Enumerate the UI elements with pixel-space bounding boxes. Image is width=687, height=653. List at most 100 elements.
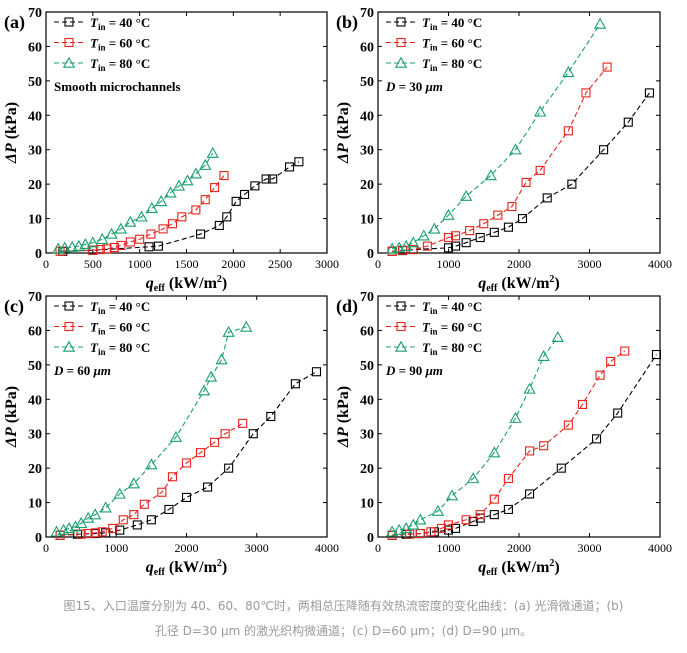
panel-label: (d)	[336, 296, 358, 317]
data-point	[489, 227, 499, 237]
data-point	[164, 186, 177, 198]
data-point	[50, 525, 63, 537]
data-point	[99, 501, 112, 513]
legend-marker	[396, 321, 406, 332]
data-point	[562, 65, 575, 77]
data-point	[250, 181, 260, 191]
data-point	[428, 222, 441, 234]
data-point	[385, 525, 399, 537]
legend-marker	[64, 17, 74, 27]
x-tick-label: 4000	[315, 541, 339, 555]
data-point	[189, 167, 203, 179]
y-axis-label: ΔP (kPa)	[335, 386, 352, 448]
series-line	[392, 350, 626, 536]
data-point	[90, 528, 100, 538]
data-point	[69, 520, 82, 532]
data-point	[145, 458, 158, 470]
y-tick-label: 60	[28, 40, 42, 55]
data-point	[535, 165, 545, 175]
data-point	[97, 527, 107, 537]
data-point	[414, 513, 427, 525]
y-tick-label: 70	[28, 290, 42, 305]
legend-label: Tin = 80 °C	[422, 340, 482, 357]
data-point	[595, 370, 605, 380]
data-point	[284, 162, 295, 172]
x-axis-label: qeff (kW/m2)	[146, 274, 227, 294]
chart-panel-d: 0 10 20 30 40 50 60 70 0 1000 2000 3000 4000 ΔP (kPa)…	[335, 290, 672, 578]
data-point	[118, 515, 128, 525]
data-point	[191, 205, 201, 215]
data-point	[158, 224, 168, 234]
x-tick-label: 3000	[245, 541, 269, 555]
x-tick-label: 0	[375, 257, 381, 271]
chart-panel-b: 0 10 20 30 40 50 60 70 0 1000 2000 3000 4000 ΔP (kPa)…	[335, 6, 672, 294]
x-tick-label: 3000	[578, 257, 602, 271]
data-point	[145, 201, 158, 213]
data-point	[503, 473, 513, 484]
y-tick-label: 60	[360, 324, 374, 339]
x-tick-label: 3000	[315, 257, 339, 271]
data-point	[113, 487, 126, 499]
y-tick-label: 50	[28, 75, 42, 90]
y-tick-label: 10	[28, 497, 42, 512]
data-point	[475, 510, 485, 520]
data-point	[52, 242, 65, 254]
data-point	[484, 169, 497, 181]
x-tick-label: 2000	[175, 541, 199, 555]
data-point	[155, 195, 168, 207]
data-point	[599, 145, 609, 155]
data-point	[231, 196, 241, 206]
data-point	[408, 245, 418, 255]
chart-annotation: D = 90 μm	[385, 363, 443, 378]
series-line	[60, 175, 225, 252]
data-point	[563, 126, 573, 136]
y-tick-label: 70	[360, 6, 374, 21]
y-tick-label: 10	[360, 213, 374, 228]
data-point	[95, 245, 105, 255]
data-point	[210, 183, 220, 193]
x-tick-label: 2000	[507, 257, 531, 271]
series-line	[56, 326, 247, 533]
y-tick-label: 0	[367, 247, 374, 262]
legend-marker	[396, 17, 406, 27]
data-point	[551, 330, 564, 343]
y-tick-label: 10	[28, 213, 42, 228]
chart-panel-a: 0 10 20 30 40 50 60 70 0 500 1000 1500 2000 2500 3000 Δ…	[3, 6, 339, 294]
plot-frame	[45, 11, 328, 254]
legend-label: Tin = 60 °C	[422, 36, 482, 53]
y-tick-label: 0	[35, 531, 42, 546]
data-point	[146, 515, 156, 525]
data-point	[290, 379, 300, 389]
series-line	[58, 152, 214, 250]
x-tick-label: 500	[84, 257, 102, 271]
y-tick-label: 60	[360, 40, 374, 55]
data-point	[114, 222, 128, 234]
chart-annotation: D = 60 μm	[53, 363, 111, 378]
x-tick-label: 0	[43, 541, 49, 555]
data-point	[222, 212, 232, 222]
data-point	[135, 234, 145, 244]
data-point	[129, 510, 139, 520]
y-tick-label: 30	[360, 428, 374, 443]
chart-annotation: D = 30 μm	[385, 79, 443, 94]
data-point	[539, 441, 549, 451]
data-point	[475, 232, 485, 243]
data-point	[525, 446, 535, 456]
data-point	[521, 177, 531, 187]
data-point	[503, 222, 513, 232]
legend-label: Tin = 80 °C	[90, 340, 150, 357]
data-point	[620, 346, 630, 356]
data-point	[58, 241, 71, 253]
data-point	[139, 499, 149, 509]
panel-label: (c)	[4, 296, 24, 317]
data-point	[210, 437, 220, 447]
legend-marker	[394, 340, 408, 352]
data-point	[200, 195, 210, 205]
x-tick-label: 1000	[437, 257, 461, 271]
data-point	[644, 88, 654, 98]
y-axis-label: ΔP (kPa)	[3, 386, 20, 448]
data-point	[443, 520, 454, 530]
x-tick-label: 2000	[221, 257, 245, 271]
x-tick-label: 1000	[437, 541, 461, 555]
data-point	[567, 179, 577, 189]
